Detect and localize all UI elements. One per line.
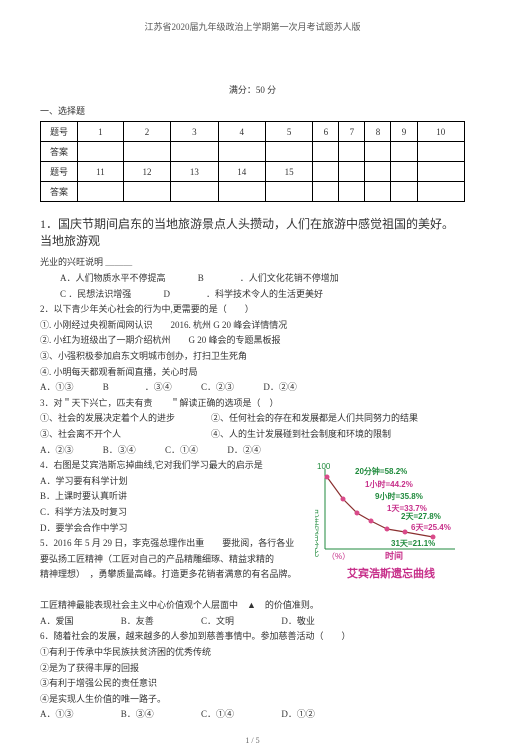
q2-item4: ④. 小明每天都观看新闻直播，关心时局 <box>40 366 465 379</box>
table-cell: 2 <box>123 122 170 142</box>
svg-text:时间: 时间 <box>385 550 403 561</box>
q6-item1: ①有利于传承中华民族扶贫济困的优秀传统 <box>40 646 465 659</box>
question-1: 1．国庆节期间启东的当地旅游景点人头攒动，人们在旅游中感觉祖国的美好。当地旅游观 <box>40 216 465 250</box>
table-cell <box>123 142 170 162</box>
q6-opt-d: D．①② <box>281 709 315 719</box>
svg-text:记住的百分比: 记住的百分比 <box>315 509 320 558</box>
table-cell: 15 <box>265 162 312 182</box>
table-cell: 答案 <box>41 142 78 162</box>
table-cell <box>339 162 365 182</box>
ebbinghaus-chart: 100 20分钟=58.2% 1小时=44.2% 9小时=35.8% 1天=33… <box>315 459 465 591</box>
q2-item2: ②. 小红为班级出了一期介绍杭州 G 20 峰会的专题黑板报 <box>40 334 465 347</box>
q3-opt-a: A．②③ <box>40 445 74 455</box>
table-cell: 4 <box>218 122 265 142</box>
svg-text:100: 100 <box>317 462 331 471</box>
q2-opt-d: D．②④ <box>263 382 297 392</box>
table-cell: 3 <box>171 122 218 142</box>
q3-item2: ③、社会离不开个人 ④、人的生计发展碰到社会制度和环境的限制 <box>40 428 465 441</box>
table-cell <box>365 162 391 182</box>
q6-item4: ④是实现人生价值的唯一路子。 <box>40 693 465 706</box>
table-cell <box>391 182 417 202</box>
question-6: 6．随着社会的发展，越来越多的人参加到慈善事情中。参加慈善活动（ ） <box>40 630 465 643</box>
q6-item2: ②是为了获得丰厚的回报 <box>40 662 465 675</box>
table-cell: 1 <box>78 122 124 142</box>
table-cell: 6 <box>313 122 339 142</box>
section1-title: 一、选择题 <box>40 104 465 117</box>
table-cell <box>123 182 170 202</box>
table-cell <box>78 142 124 162</box>
table-cell: 10 <box>417 122 464 142</box>
table-cell: 7 <box>339 122 365 142</box>
table-cell <box>339 182 365 202</box>
table-cell: 题号 <box>41 122 78 142</box>
svg-text:9小时=35.8%: 9小时=35.8% <box>375 491 423 501</box>
table-cell <box>417 182 464 202</box>
table-cell: 14 <box>218 162 265 182</box>
table-cell <box>171 142 218 162</box>
answer-table: 题号 1 2 3 4 5 6 7 8 9 10 答案 题号 11 12 13 1… <box>40 121 465 202</box>
table-cell: 13 <box>171 162 218 182</box>
svg-text:1小时=44.2%: 1小时=44.2% <box>365 479 413 489</box>
table-cell <box>218 142 265 162</box>
q1-opt-b: B ．人们文化花销不停增加 <box>198 271 339 284</box>
table-cell: 8 <box>365 122 391 142</box>
table-cell <box>417 142 464 162</box>
q6-item3: ③有利于增强公民的责任意识 <box>40 677 465 690</box>
table-cell: 答案 <box>41 182 78 202</box>
table-cell <box>265 142 312 162</box>
question-3: 3．对＂天下兴亡，匹夫有责 ＂解读正确的选项是（ ） <box>40 397 465 410</box>
table-cell: 12 <box>123 162 170 182</box>
q6-opt-a: A．①③ <box>40 709 74 719</box>
table-cell <box>391 162 417 182</box>
svg-text:31天=21.1%: 31天=21.1% <box>391 539 435 548</box>
table-cell: 9 <box>391 122 417 142</box>
svg-text:2天=27.8%: 2天=27.8% <box>401 512 441 521</box>
q5-opt-b: B．友善 <box>121 616 154 626</box>
table-cell <box>365 142 391 162</box>
question-1-line2: 光业的兴旺说明 ＿＿＿ <box>40 256 465 269</box>
q5-opt-d: D．敬业 <box>281 616 315 626</box>
q3-item1: ①、社会的发展决定着个人的进步 ②、任何社会的存在和发展都是人们共同努力的结果 <box>40 412 465 425</box>
q3-opt-d: D．②④ <box>227 445 261 455</box>
svg-text:（%）: （%） <box>327 552 350 561</box>
q1-opt-a: A．人们物质水平不停提高 <box>60 271 166 284</box>
score-line: 满分：50 分 <box>40 83 465 96</box>
svg-text:20分钟=58.2%: 20分钟=58.2% <box>355 466 407 476</box>
table-cell <box>339 142 365 162</box>
q3-opt-c: C．①④ <box>165 445 198 455</box>
table-cell <box>365 182 391 202</box>
table-cell <box>218 182 265 202</box>
q6-opt-c: C．①④ <box>201 709 234 719</box>
q2-item3: ③、小强积极参加启东文明城市创办，打扫卫生死角 <box>40 350 465 363</box>
table-cell <box>78 182 124 202</box>
table-cell <box>417 162 464 182</box>
q3-opt-b: B．③④ <box>103 445 136 455</box>
table-cell <box>313 162 339 182</box>
table-cell <box>313 142 339 162</box>
q2-opt-b: B ．③④ <box>103 382 172 392</box>
svg-text:艾宾浩斯遗忘曲线: 艾宾浩斯遗忘曲线 <box>347 566 435 580</box>
table-cell <box>171 182 218 202</box>
q1-opt-d: D ．科学技术令人的生活更美好 <box>164 287 324 300</box>
q1-opt-c: C ．民想法识增强 <box>60 287 131 300</box>
q2-item1: ①. 小刚经过央视新闻网认识 2016. 杭州 G 20 峰会详情情况 <box>40 319 465 332</box>
question-2: 2．以下青少年关心社会的行为中,更需要的是（ ） <box>40 303 465 316</box>
table-cell: 5 <box>265 122 312 142</box>
q2-opt-c: C．②③ <box>201 382 234 392</box>
table-cell: 11 <box>78 162 124 182</box>
q5-opt-c: C．文明 <box>201 616 234 626</box>
q2-opt-a: A．①③ <box>40 382 74 392</box>
table-cell: 题号 <box>41 162 78 182</box>
q6-opt-b: B．③④ <box>121 709 154 719</box>
table-cell <box>391 142 417 162</box>
table-cell <box>265 182 312 202</box>
q5-opt-a: A．爱国 <box>40 616 74 626</box>
page-header: 江苏省2020届九年级政治上学期第一次月考试题苏人版 <box>40 20 465 33</box>
table-cell <box>313 182 339 202</box>
page-footer: 1 / 5 <box>40 736 465 745</box>
svg-text:6天=25.4%: 6天=25.4% <box>411 523 451 532</box>
q5-question: 工匠精神最能表现社会主义中心价值观个人层面中 ▲ 的价值准则。 <box>40 599 465 612</box>
